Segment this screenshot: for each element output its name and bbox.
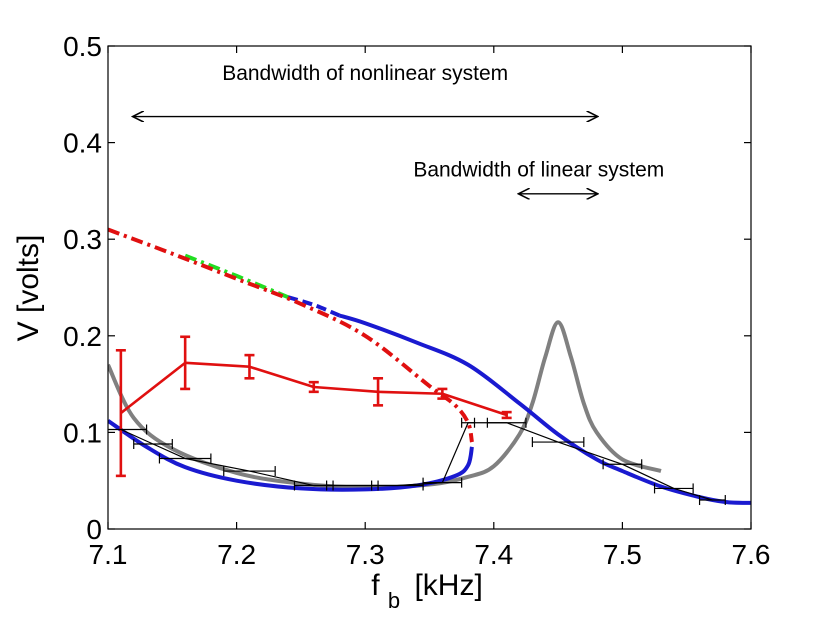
series-line-1 (338, 313, 751, 505)
annotation-layer: Bandwidth of nonlinear system Bandwidth o… (134, 62, 664, 194)
annotation-text: Bandwidth of linear system (413, 158, 664, 181)
x-tick-label: 7.2 (217, 539, 256, 570)
y-tick-label: 0.1 (63, 417, 102, 448)
plot-background (108, 46, 751, 529)
x-tick-label: 7.5 (603, 539, 642, 570)
x-tick-label: 7.3 (346, 539, 385, 570)
annotation-text: Bandwidth of nonlinear system (222, 62, 508, 85)
axes-layer: 7.1 7.2 7.3 7.4 7.5 7.6 0 0.1 0.2 0.3 0.4 0.5 (63, 31, 770, 570)
series-line-7 (120, 422, 713, 501)
series-layer (108, 227, 751, 506)
series-2 (287, 295, 341, 318)
x-axis-label: f b [kHz] (371, 569, 483, 615)
series-line-3 (184, 253, 289, 300)
series-7 (108, 417, 726, 506)
y-tick-label: 0 (86, 514, 102, 545)
y-tick-label: 0.2 (63, 321, 102, 352)
x-tick-label: 7.1 (89, 539, 128, 570)
series-6 (115, 335, 512, 478)
annotation-1: Bandwidth of linear system (413, 158, 664, 193)
x-axis-label-sub: b (388, 588, 400, 613)
series-5 (108, 227, 474, 443)
y-axis-label: V [volts] (12, 235, 45, 342)
y-tick-label: 0.3 (63, 224, 102, 255)
x-tick-label: 7.4 (474, 539, 513, 570)
y-tick-label: 0.5 (63, 31, 102, 62)
series-1 (338, 313, 751, 505)
series-line-2 (287, 295, 341, 318)
y-tick-label: 0.4 (63, 128, 102, 159)
x-axis-label-unit: [kHz] (414, 569, 482, 602)
x-tick-label: 7.6 (732, 539, 771, 570)
x-axis-label-main: f (371, 569, 380, 602)
series-3 (184, 253, 289, 300)
axes-frame (107, 45, 752, 530)
annotation-0: Bandwidth of nonlinear system (134, 62, 597, 117)
series-line-5 (108, 227, 474, 443)
